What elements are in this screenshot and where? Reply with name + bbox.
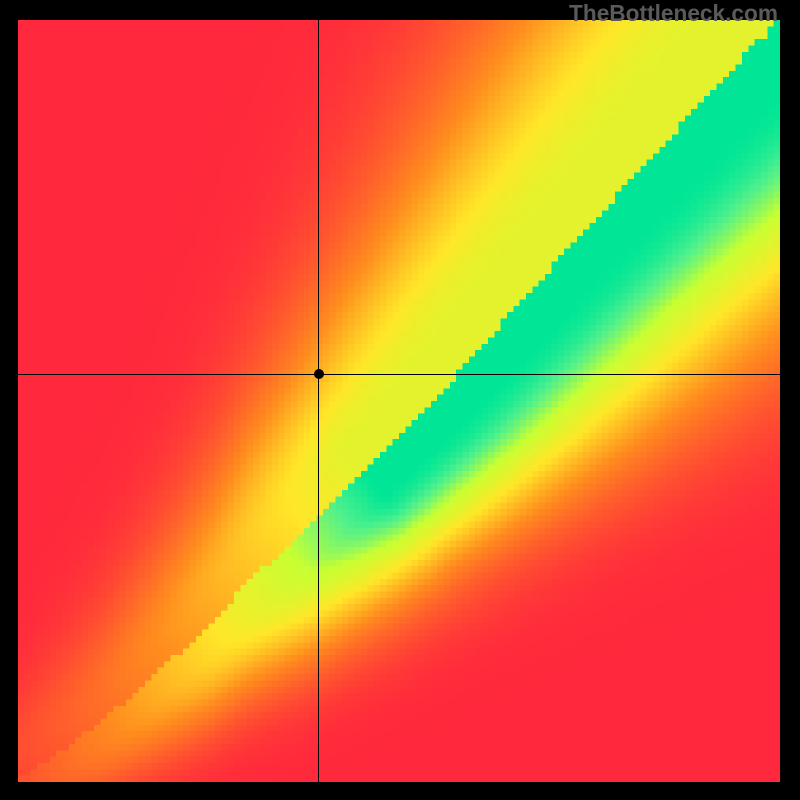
chart-container: TheBottleneck.com — [0, 0, 800, 800]
crosshair-vertical — [318, 20, 319, 782]
crosshair-horizontal — [18, 374, 780, 375]
bottleneck-heatmap — [18, 20, 780, 782]
watermark-text: TheBottleneck.com — [569, 0, 778, 27]
